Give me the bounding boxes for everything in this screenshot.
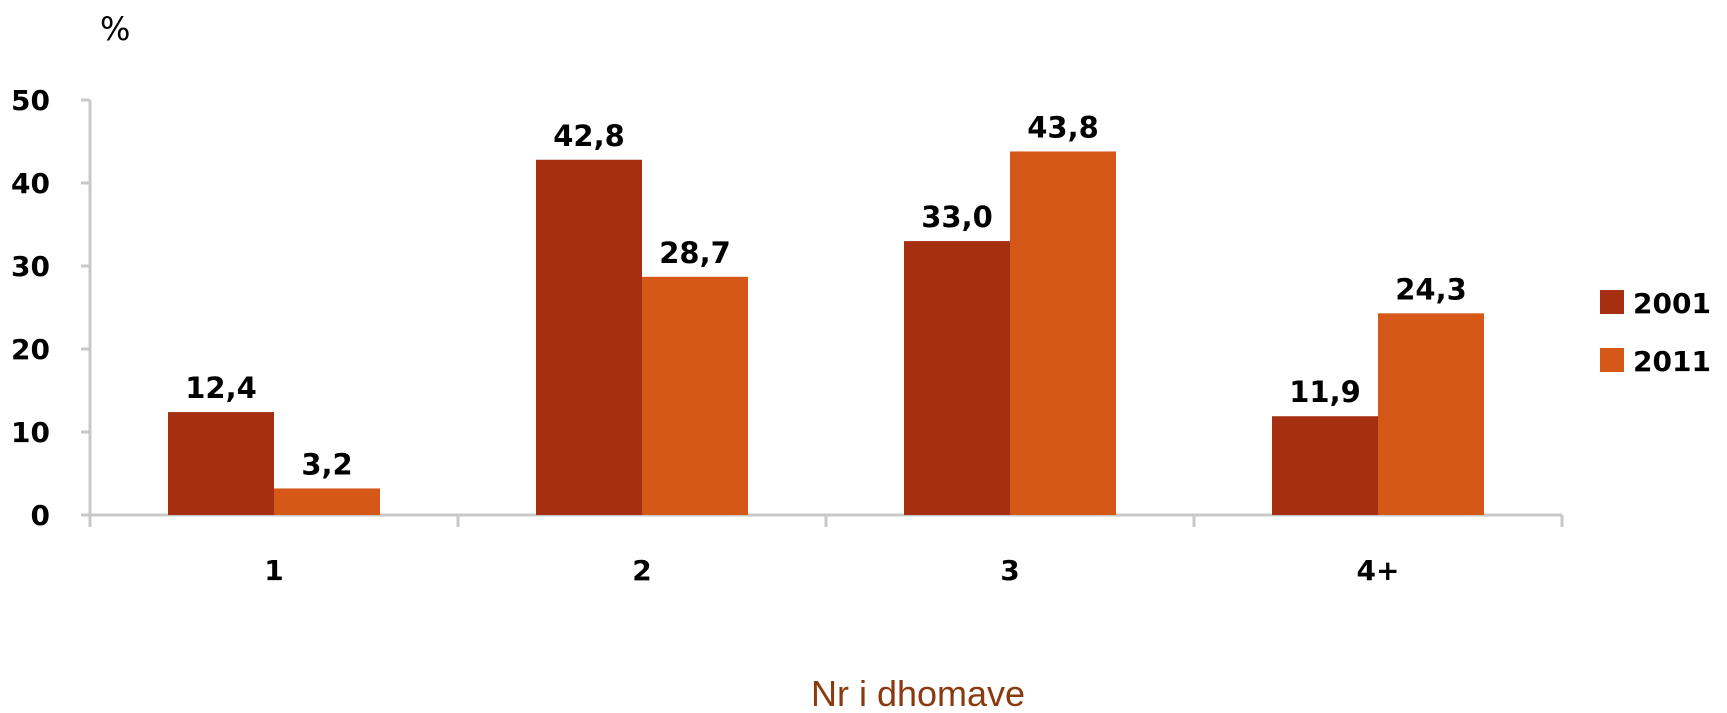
bar-2001-1 bbox=[168, 412, 274, 515]
y-tick-label: 30 bbox=[11, 250, 50, 283]
y-tick-label: 0 bbox=[31, 499, 50, 532]
y-tick-label: 20 bbox=[11, 333, 50, 366]
x-axis: 1 2 3 4+ bbox=[88, 515, 1564, 587]
y-axis-unit-label: % bbox=[100, 10, 130, 48]
legend-swatch-2011 bbox=[1600, 348, 1624, 372]
data-label: 28,7 bbox=[659, 236, 731, 270]
legend: 2001 2011 bbox=[1600, 287, 1711, 378]
data-labels: 12,4 3,2 42,8 28,7 33,0 43,8 11,9 24,3 bbox=[185, 110, 1467, 481]
y-tick-label: 50 bbox=[11, 84, 50, 117]
bar-2001-3 bbox=[904, 241, 1010, 515]
x-axis-title: Nr i dhomave bbox=[811, 673, 1025, 713]
x-tick-label: 1 bbox=[264, 554, 283, 587]
legend-swatch-2001 bbox=[1600, 290, 1624, 314]
bar-2001-2 bbox=[536, 159, 642, 515]
data-label: 42,8 bbox=[553, 119, 625, 153]
legend-label: 2001 bbox=[1633, 287, 1711, 320]
y-tick-label: 40 bbox=[11, 167, 50, 200]
data-label: 24,3 bbox=[1395, 272, 1467, 306]
bars bbox=[168, 151, 1484, 515]
x-tick-label: 2 bbox=[632, 554, 651, 587]
data-label: 3,2 bbox=[301, 447, 352, 481]
data-label: 33,0 bbox=[921, 200, 993, 234]
bar-2011-4+ bbox=[1378, 313, 1484, 515]
x-tick-label: 4+ bbox=[1357, 554, 1400, 587]
legend-label: 2011 bbox=[1633, 345, 1711, 378]
x-tick-label: 3 bbox=[1000, 554, 1019, 587]
data-label: 11,9 bbox=[1289, 375, 1361, 409]
bar-2011-2 bbox=[642, 276, 748, 515]
bar-2011-3 bbox=[1010, 151, 1116, 515]
data-label: 12,4 bbox=[185, 371, 257, 405]
bar-2011-1 bbox=[274, 488, 380, 515]
data-label: 43,8 bbox=[1027, 110, 1099, 144]
y-tick-label: 10 bbox=[11, 416, 50, 449]
bar-2001-4+ bbox=[1272, 416, 1378, 515]
y-axis: 0 10 20 30 40 50 bbox=[11, 84, 90, 532]
